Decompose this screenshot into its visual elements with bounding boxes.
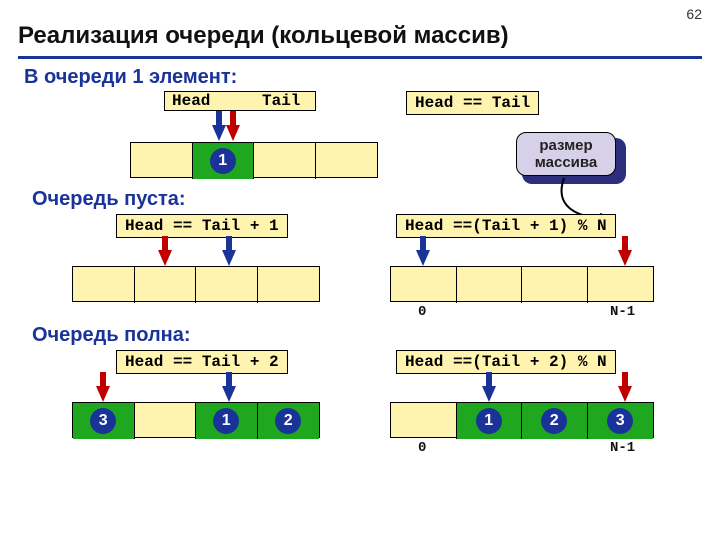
s2-left-array <box>72 266 320 302</box>
s2l-head-arrow <box>222 236 236 266</box>
s2r-tail-arrow <box>618 236 632 266</box>
s1-array: 1 <box>130 142 378 178</box>
value-circle: 1 <box>210 148 236 174</box>
s3-right-cond: Head ==(Tail + 2) % N <box>396 350 616 374</box>
s1-head-arrow <box>212 111 226 141</box>
s2r-label0: 0 <box>418 304 426 320</box>
value-circle: 3 <box>607 408 633 434</box>
s3r-tail-arrow <box>618 372 632 402</box>
value-circle: 1 <box>213 408 239 434</box>
array-cell <box>135 267 197 303</box>
page-number: 62 <box>686 6 702 22</box>
section2-heading: Очередь пуста: <box>32 188 186 211</box>
s3-left-array: 3 1 2 <box>72 402 320 438</box>
s3-right-array: 1 2 3 <box>390 402 654 438</box>
value-circle: 1 <box>476 408 502 434</box>
head-label-v: Head <box>172 92 210 110</box>
s3r-head-arrow <box>482 372 496 402</box>
s3-left-cond: Head == Tail + 2 <box>116 350 288 374</box>
value-circle: 2 <box>541 408 567 434</box>
s2-right-cond: Head ==(Tail + 1) % N <box>396 214 616 238</box>
s3r-labelN: N-1 <box>610 440 635 456</box>
section1-heading: В очереди 1 элемент: <box>24 66 237 89</box>
array-cell <box>522 267 588 303</box>
array-cell: 1 <box>193 143 255 179</box>
array-cell <box>316 143 378 179</box>
s2r-head-arrow <box>416 236 430 266</box>
array-cell <box>73 267 135 303</box>
section3-heading: Очередь полна: <box>32 324 191 347</box>
array-cell <box>391 403 457 439</box>
array-cell <box>588 267 654 303</box>
notebox: размер массива <box>516 132 616 176</box>
s3r-label0: 0 <box>418 440 426 456</box>
notebox-line1: размер <box>539 137 592 154</box>
array-cell: 3 <box>588 403 654 439</box>
s2-left-cond: Head == Tail + 1 <box>116 214 288 238</box>
s1-condition: Head == Tail <box>406 91 539 115</box>
array-cell: 2 <box>258 403 320 439</box>
array-cell <box>196 267 258 303</box>
title-underline <box>18 56 702 59</box>
array-cell: 1 <box>196 403 258 439</box>
array-cell <box>131 143 193 179</box>
array-cell <box>457 267 523 303</box>
array-cell <box>391 267 457 303</box>
s3l-head-arrow <box>222 372 236 402</box>
s2r-labelN: N-1 <box>610 304 635 320</box>
array-cell: 2 <box>522 403 588 439</box>
array-cell <box>258 267 320 303</box>
value-circle: 3 <box>90 408 116 434</box>
tail-label-v: Tail <box>262 92 300 110</box>
s1-tail-arrow <box>226 111 240 141</box>
page-title: Реализация очереди (кольцевой массив) <box>18 22 509 50</box>
notebox-line2: массива <box>535 154 598 171</box>
array-cell <box>135 403 197 439</box>
array-cell <box>254 143 316 179</box>
array-cell: 3 <box>73 403 135 439</box>
s2l-tail-arrow <box>158 236 172 266</box>
s3l-tail-arrow <box>96 372 110 402</box>
value-circle: 2 <box>275 408 301 434</box>
array-cell: 1 <box>457 403 523 439</box>
s2-right-array <box>390 266 654 302</box>
